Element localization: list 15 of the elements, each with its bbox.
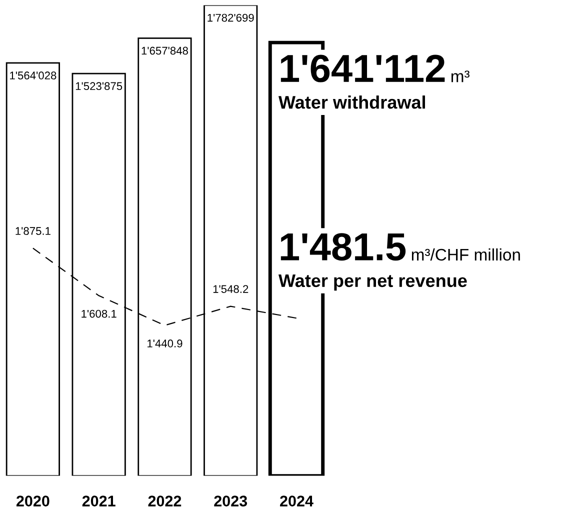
data-label: 1'564'028 [10, 72, 56, 80]
x-tick-label: 2022 [148, 496, 182, 506]
x-tick-label: 2024 [280, 496, 314, 506]
x-tick-label: 2023 [214, 496, 248, 506]
data-label: 1'608.1 [82, 310, 116, 318]
x-tick-label: 2020 [16, 496, 50, 506]
data-label: 1'782'699 [208, 14, 254, 22]
data-label: 1'523'875 [76, 82, 122, 90]
x-tick-label: 2021 [82, 496, 116, 506]
data-label: 1'440.9 [148, 340, 182, 348]
data-label: 1'657'848 [142, 46, 188, 55]
annotation: Water per net revenue [278, 274, 467, 291]
annotation: Water withdrawal [278, 95, 425, 109]
data-label: 1'548.2 [213, 285, 248, 293]
data-label: 1'875.1 [16, 227, 50, 235]
